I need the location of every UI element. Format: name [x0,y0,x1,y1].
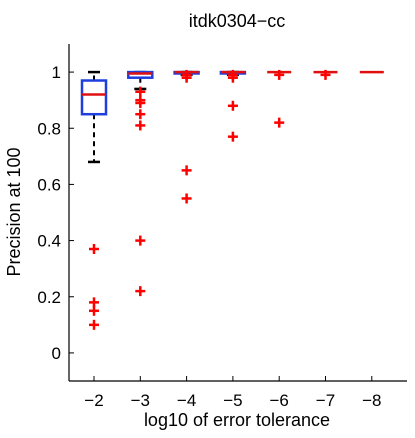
outlier-marker [135,109,146,120]
box [80,79,108,116]
x-axis-label: log10 of error tolerance [144,410,330,430]
y-tick-label: 0.6 [37,175,61,194]
outlier-marker [89,297,99,308]
outlier-marker [135,86,146,97]
outlier-marker [181,72,192,83]
y-tick-label: 0.4 [37,232,61,251]
x-tick-label: −5 [223,391,242,410]
outlier-marker [227,131,238,142]
outlier-marker [135,97,146,108]
plot-marks [80,69,384,330]
y-tick-label: 0.8 [37,119,61,138]
outlier-marker [227,100,238,111]
y-tick-label: 0.2 [37,288,61,307]
outlier-marker [274,117,285,128]
y-axis-label: Precision at 100 [4,147,24,276]
outlier-marker [135,235,146,246]
outlier-marker [274,69,285,80]
outlier-marker [320,69,331,80]
outlier-marker [227,72,238,83]
x-tick-label: −3 [131,391,150,410]
chart-title: itdk0304−cc [189,11,286,31]
outlier-marker [135,120,146,131]
x-tick-label: −6 [270,391,289,410]
outlier-marker [89,305,99,316]
outlier-marker [181,165,192,176]
y-tick-label: 1 [52,63,61,82]
outlier-marker [181,193,192,204]
plot-axes: 0 0.2 0.4 0.6 0.8 1 −2 −3 −4 −5 −6 −7 −8 [37,44,407,410]
outlier-marker [135,286,146,297]
x-tick-label: −7 [316,391,335,410]
box [127,70,154,79]
x-tick-label: −8 [362,391,381,410]
y-tick-label: 0 [52,344,61,363]
outlier-marker [89,244,99,255]
x-tick-label: −4 [177,391,196,410]
x-tick-label: −2 [84,391,103,410]
outlier-marker [89,319,99,330]
